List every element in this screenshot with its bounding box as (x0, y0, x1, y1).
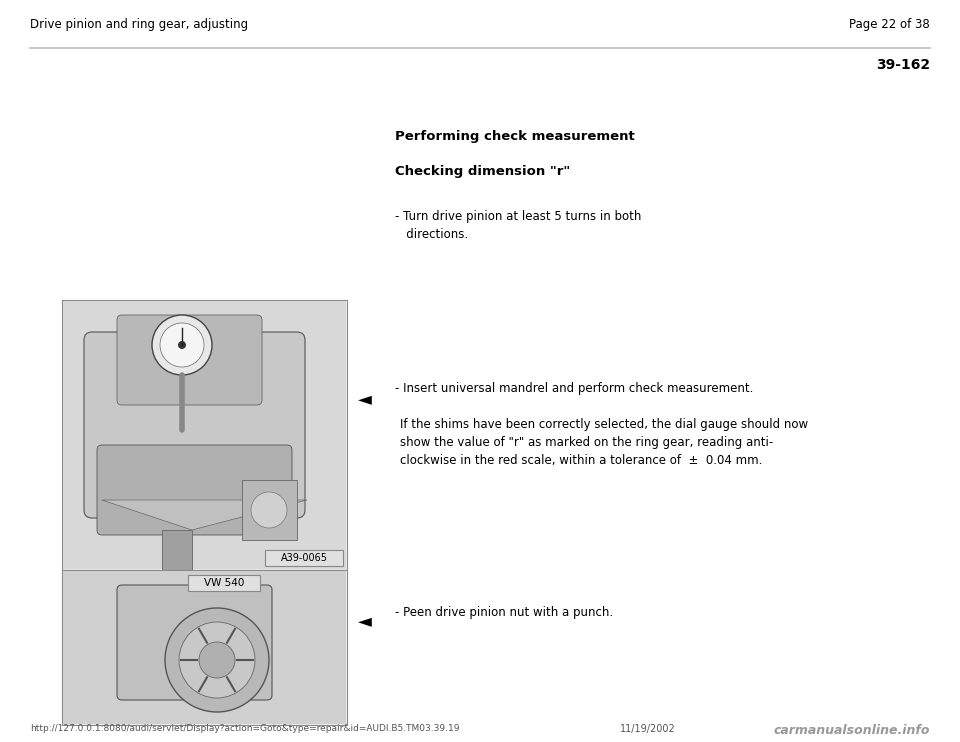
FancyBboxPatch shape (265, 550, 343, 566)
Text: Checking dimension "r": Checking dimension "r" (395, 165, 570, 178)
FancyBboxPatch shape (63, 301, 346, 569)
FancyBboxPatch shape (62, 300, 347, 570)
Text: Drive pinion and ring gear, adjusting: Drive pinion and ring gear, adjusting (30, 18, 248, 31)
Circle shape (199, 642, 235, 678)
FancyBboxPatch shape (242, 480, 297, 540)
Circle shape (251, 492, 287, 528)
Text: - Turn drive pinion at least 5 turns in both
   directions.: - Turn drive pinion at least 5 turns in … (395, 210, 641, 241)
Text: VW 540: VW 540 (204, 578, 244, 588)
Text: 39-162: 39-162 (876, 58, 930, 72)
FancyBboxPatch shape (162, 530, 192, 570)
FancyBboxPatch shape (188, 575, 260, 591)
Text: 11/19/2002: 11/19/2002 (620, 724, 676, 734)
FancyBboxPatch shape (97, 445, 292, 535)
Text: If the shims have been correctly selected, the dial gauge should now
show the va: If the shims have been correctly selecte… (400, 418, 808, 467)
Circle shape (152, 315, 212, 375)
Polygon shape (102, 500, 307, 530)
Text: ◄: ◄ (358, 390, 372, 408)
Circle shape (179, 622, 255, 698)
Text: carmanualsonline.info: carmanualsonline.info (774, 724, 930, 737)
FancyBboxPatch shape (84, 332, 305, 518)
FancyBboxPatch shape (117, 315, 262, 405)
Text: Performing check measurement: Performing check measurement (395, 130, 635, 143)
Text: ◄: ◄ (358, 612, 372, 630)
FancyBboxPatch shape (62, 570, 347, 725)
FancyBboxPatch shape (63, 571, 346, 724)
Text: - Insert universal mandrel and perform check measurement.: - Insert universal mandrel and perform c… (395, 382, 754, 395)
Text: Page 22 of 38: Page 22 of 38 (850, 18, 930, 31)
Text: http://127.0.0.1:8080/audi/servlet/Display?action=Goto&type=repair&id=AUDI.B5.TM: http://127.0.0.1:8080/audi/servlet/Displ… (30, 724, 460, 733)
Circle shape (165, 608, 269, 712)
Text: A39-0065: A39-0065 (280, 553, 327, 563)
Circle shape (178, 341, 186, 349)
FancyBboxPatch shape (117, 585, 272, 700)
Text: - Peen drive pinion nut with a punch.: - Peen drive pinion nut with a punch. (395, 606, 613, 619)
Circle shape (160, 323, 204, 367)
